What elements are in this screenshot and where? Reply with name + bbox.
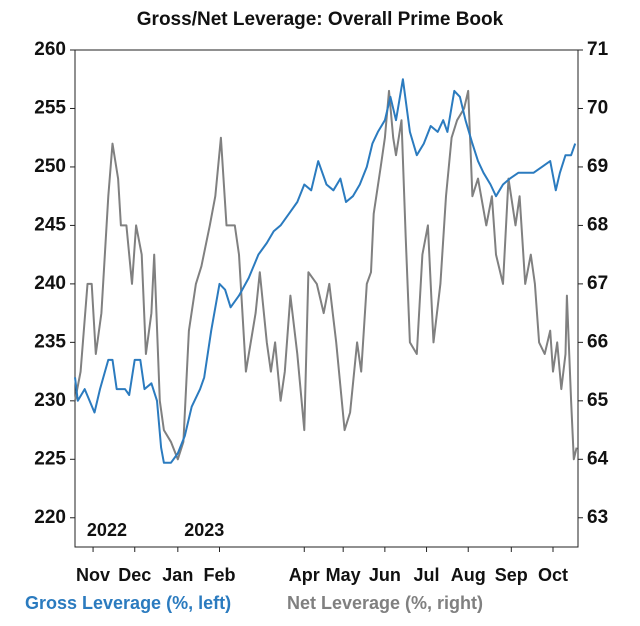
y2-tick-label: 65 — [587, 390, 609, 411]
series-line — [74, 89, 578, 461]
y-tick-label: 245 — [34, 214, 66, 235]
y-tick-label: 255 — [34, 97, 66, 118]
x-tick-label: Jan — [162, 565, 193, 585]
plot-frame — [74, 49, 579, 548]
x-tick-label: Jul — [414, 565, 440, 585]
y-tick-label: 220 — [34, 507, 66, 528]
y2-tick-label: 67 — [587, 273, 608, 294]
y2-tick-label: 68 — [587, 214, 608, 235]
x-tick-label: Oct — [538, 565, 568, 585]
y-tick-label: 260 — [34, 39, 66, 60]
legend-label: Gross Leverage (%, left) — [25, 593, 231, 613]
x-tick-label: May — [326, 565, 361, 585]
x-tick-label: Sep — [495, 565, 528, 585]
chart-title: Gross/Net Leverage: Overall Prime Book — [137, 9, 504, 30]
year-label: 2023 — [184, 520, 224, 540]
x-tick-label: Aug — [451, 565, 486, 585]
year-label: 2022 — [87, 520, 127, 540]
x-tick-label: Apr — [289, 565, 320, 585]
series-line — [74, 78, 577, 464]
y-tick-label: 250 — [34, 156, 66, 177]
y2-tick-label: 69 — [587, 156, 608, 177]
x-tick-label: Jun — [369, 565, 401, 585]
x-tick-label: Nov — [76, 565, 110, 585]
y2-tick-label: 64 — [587, 448, 609, 469]
y2-tick-label: 63 — [587, 507, 608, 528]
y2-tick-label: 66 — [587, 331, 608, 352]
y-tick-label: 225 — [34, 448, 66, 469]
x-tick-label: Dec — [118, 565, 151, 585]
y2-tick-label: 71 — [587, 39, 609, 60]
y2-tick-label: 70 — [587, 97, 608, 118]
y-tick-label: 230 — [34, 390, 66, 411]
y-tick-label: 240 — [34, 273, 66, 294]
x-tick-label: Feb — [204, 565, 236, 585]
legend-label: Net Leverage (%, right) — [287, 593, 483, 613]
y-tick-label: 235 — [34, 331, 66, 352]
